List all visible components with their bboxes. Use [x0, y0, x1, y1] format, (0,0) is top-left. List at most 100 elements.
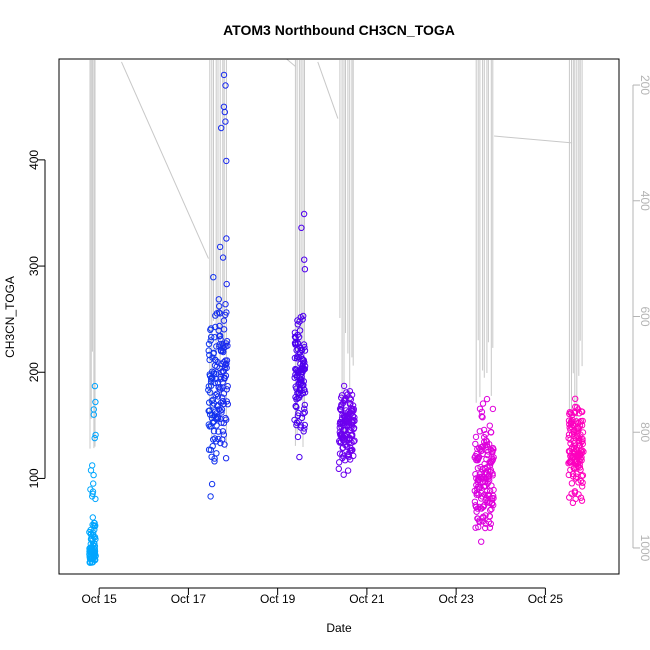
data-point: [347, 456, 354, 463]
data-point: [337, 438, 345, 446]
data-point: [579, 408, 586, 415]
y-axis-label: CH3CN_TOGA: [3, 276, 17, 358]
data-point: [579, 479, 586, 486]
data-point: [300, 428, 307, 435]
data-point: [483, 487, 491, 495]
pressure-profile-trace: [475, 60, 494, 403]
data-point: [216, 322, 223, 330]
data-point: [223, 338, 231, 345]
data-point: [578, 422, 586, 429]
x-tick-label: Oct 17: [171, 592, 207, 606]
pressure-transit-line: [317, 61, 339, 119]
data-point: [207, 446, 215, 454]
data-point: [579, 429, 587, 436]
data-point: [91, 546, 99, 553]
pressure-profile-trace: [294, 60, 305, 447]
data-point: [301, 425, 308, 432]
data-point: [223, 309, 230, 316]
data-point: [300, 312, 307, 320]
data-point: [487, 520, 494, 527]
x-tick-label: Oct 15: [81, 592, 117, 606]
data-point: [301, 344, 308, 351]
data-point: [295, 333, 303, 341]
data-point: [90, 471, 97, 479]
data-point: [490, 492, 497, 500]
data-point: [213, 450, 220, 457]
data-point: [89, 488, 97, 495]
data-point: [479, 400, 487, 407]
data-point: [301, 359, 308, 366]
x-tick-label: Oct 23: [438, 592, 474, 606]
data-point: [205, 340, 213, 348]
x-axis-label: Date: [326, 621, 352, 635]
data-point: [489, 405, 497, 413]
data-point: [223, 360, 230, 367]
y-tick-label: 300: [27, 256, 41, 276]
data-point: [490, 501, 497, 509]
data-point: [335, 465, 342, 472]
data-point: [300, 410, 307, 417]
data-point: [340, 471, 347, 478]
data-point: [301, 347, 309, 354]
data-point: [479, 414, 486, 421]
data-point: [578, 497, 586, 504]
data-point: [301, 409, 308, 416]
data-point-outlier: [301, 256, 308, 263]
data-point: [485, 491, 493, 498]
y2-tick-label: 200: [638, 75, 650, 95]
data-point: [474, 505, 481, 512]
data-point: [577, 466, 584, 473]
data-point: [91, 519, 98, 527]
data-point: [300, 378, 307, 385]
data-point: [571, 488, 579, 495]
data-point: [294, 433, 302, 441]
data-point-outlier: [91, 434, 98, 442]
data-point: [219, 394, 226, 401]
data-point: [579, 440, 586, 448]
data-point: [89, 462, 96, 469]
data-point: [490, 446, 497, 453]
data-point: [92, 522, 99, 529]
data-point: [207, 493, 214, 500]
data-point: [475, 454, 482, 461]
data-point: [350, 424, 358, 432]
pressure-profile-trace: [209, 60, 227, 449]
data-point-outlier: [298, 224, 305, 232]
data-point: [220, 431, 228, 438]
data-point: [216, 303, 223, 310]
data-point: [351, 417, 358, 424]
data-point: [207, 378, 215, 385]
pressure-transit-line: [237, 58, 296, 67]
data-point: [487, 428, 495, 436]
data-point-outlier: [222, 82, 229, 89]
data-point: [207, 325, 215, 332]
y-tick-label: 200: [27, 362, 41, 382]
data-point: [577, 455, 584, 462]
data-point: [209, 443, 216, 450]
data-point: [478, 538, 485, 545]
data-point: [489, 472, 496, 479]
data-point: [217, 332, 224, 339]
data-point: [301, 405, 308, 412]
data-point: [567, 436, 574, 443]
data-point-outlier: [218, 124, 225, 132]
data-point: [213, 343, 220, 350]
data-point: [490, 486, 497, 494]
data-point: [223, 364, 230, 372]
data-point: [579, 447, 586, 454]
data-point: [344, 443, 351, 450]
data-point: [351, 437, 358, 444]
data-point: [486, 422, 493, 429]
plot-frame: [58, 58, 620, 575]
pressure-profile-trace: [568, 60, 583, 422]
data-point-outlier: [219, 254, 227, 261]
data-point-outlier: [90, 411, 98, 418]
data-point: [480, 426, 488, 434]
data-point: [293, 403, 300, 411]
data-point: [350, 405, 357, 413]
data-point: [301, 386, 308, 394]
data-point: [344, 467, 352, 474]
data-point: [296, 327, 304, 334]
data-point: [214, 358, 221, 366]
data-point-outlier: [92, 398, 99, 406]
